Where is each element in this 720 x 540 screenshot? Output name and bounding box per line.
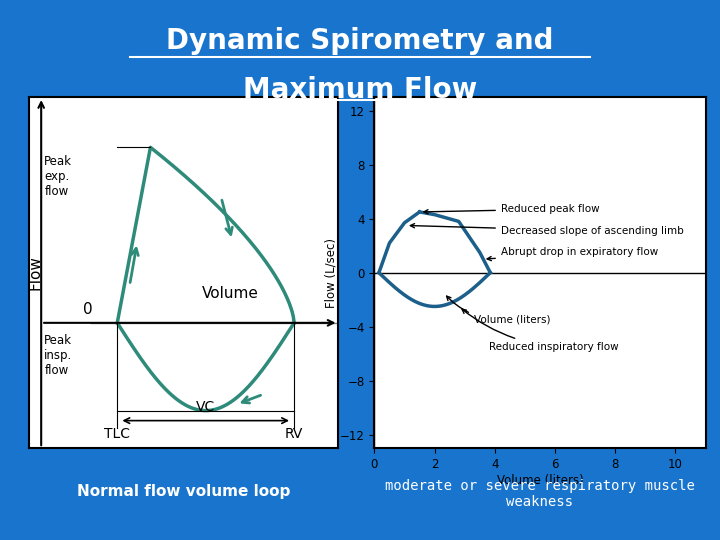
- Text: 0: 0: [83, 302, 92, 317]
- Text: Reduced inspiratory flow: Reduced inspiratory flow: [462, 309, 618, 352]
- Text: Reduced peak flow: Reduced peak flow: [424, 204, 600, 214]
- Text: Peak
exp.
flow: Peak exp. flow: [45, 155, 72, 198]
- Text: Abrupt drop in expiratory flow: Abrupt drop in expiratory flow: [487, 247, 658, 261]
- Text: Volume (liters): Volume (liters): [446, 296, 550, 325]
- Text: Maximum Flow: Maximum Flow: [243, 76, 477, 104]
- Text: Peak
insp.
flow: Peak insp. flow: [45, 334, 73, 377]
- Text: Volume: Volume: [202, 286, 258, 301]
- Text: Normal flow volume loop: Normal flow volume loop: [77, 484, 290, 499]
- Y-axis label: Flow (L/sec): Flow (L/sec): [324, 238, 337, 308]
- Text: RV: RV: [285, 427, 303, 441]
- Text: Dynamic Spirometry and: Dynamic Spirometry and: [166, 27, 554, 55]
- Text: VC: VC: [196, 400, 215, 414]
- Text: moderate or severe respiratory muscle
weakness: moderate or severe respiratory muscle we…: [385, 479, 695, 509]
- Text: Flow: Flow: [27, 255, 42, 290]
- Text: TLC: TLC: [104, 427, 130, 441]
- Text: Decreased slope of ascending limb: Decreased slope of ascending limb: [410, 224, 683, 236]
- X-axis label: Volume (liters): Volume (liters): [497, 474, 583, 487]
